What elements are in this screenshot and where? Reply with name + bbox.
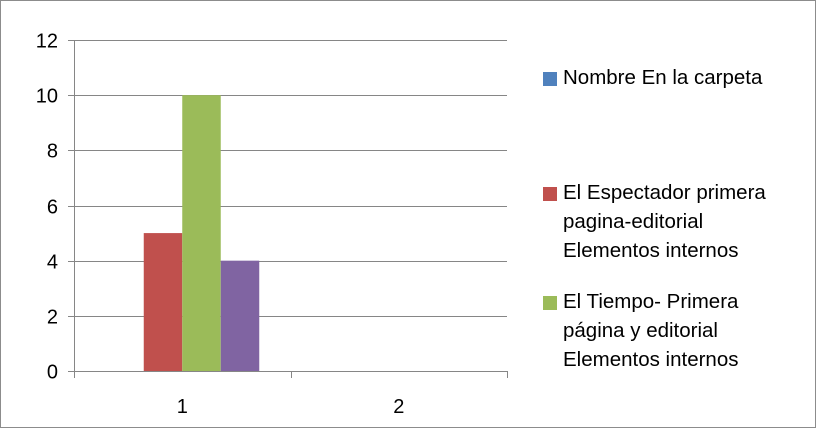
y-tick-label: 10 — [36, 86, 58, 108]
bar — [182, 95, 221, 372]
y-tick-label: 0 — [47, 362, 58, 384]
y-tick-label: 12 — [36, 31, 58, 53]
legend-swatch — [543, 296, 557, 310]
y-tick-label: 8 — [47, 141, 58, 163]
legend-swatch — [543, 72, 557, 86]
legend-swatch — [543, 187, 557, 201]
x-tick-label: 1 — [177, 396, 188, 418]
y-tick-label: 6 — [47, 197, 58, 219]
legend-label: Nombre En la carpeta — [563, 66, 763, 89]
y-tick-label: 2 — [47, 307, 58, 329]
legend-label: El Espectador primera pagina-editorial E… — [563, 181, 766, 262]
bar — [220, 260, 260, 371]
x-tick-label: 2 — [393, 396, 404, 418]
bar — [143, 233, 183, 371]
legend: Nombre En la carpeta El Espectador prime… — [539, 1, 815, 427]
legend-label: El Tiempo- Primera página y editorial El… — [563, 290, 739, 371]
y-tick-label: 4 — [47, 252, 58, 274]
